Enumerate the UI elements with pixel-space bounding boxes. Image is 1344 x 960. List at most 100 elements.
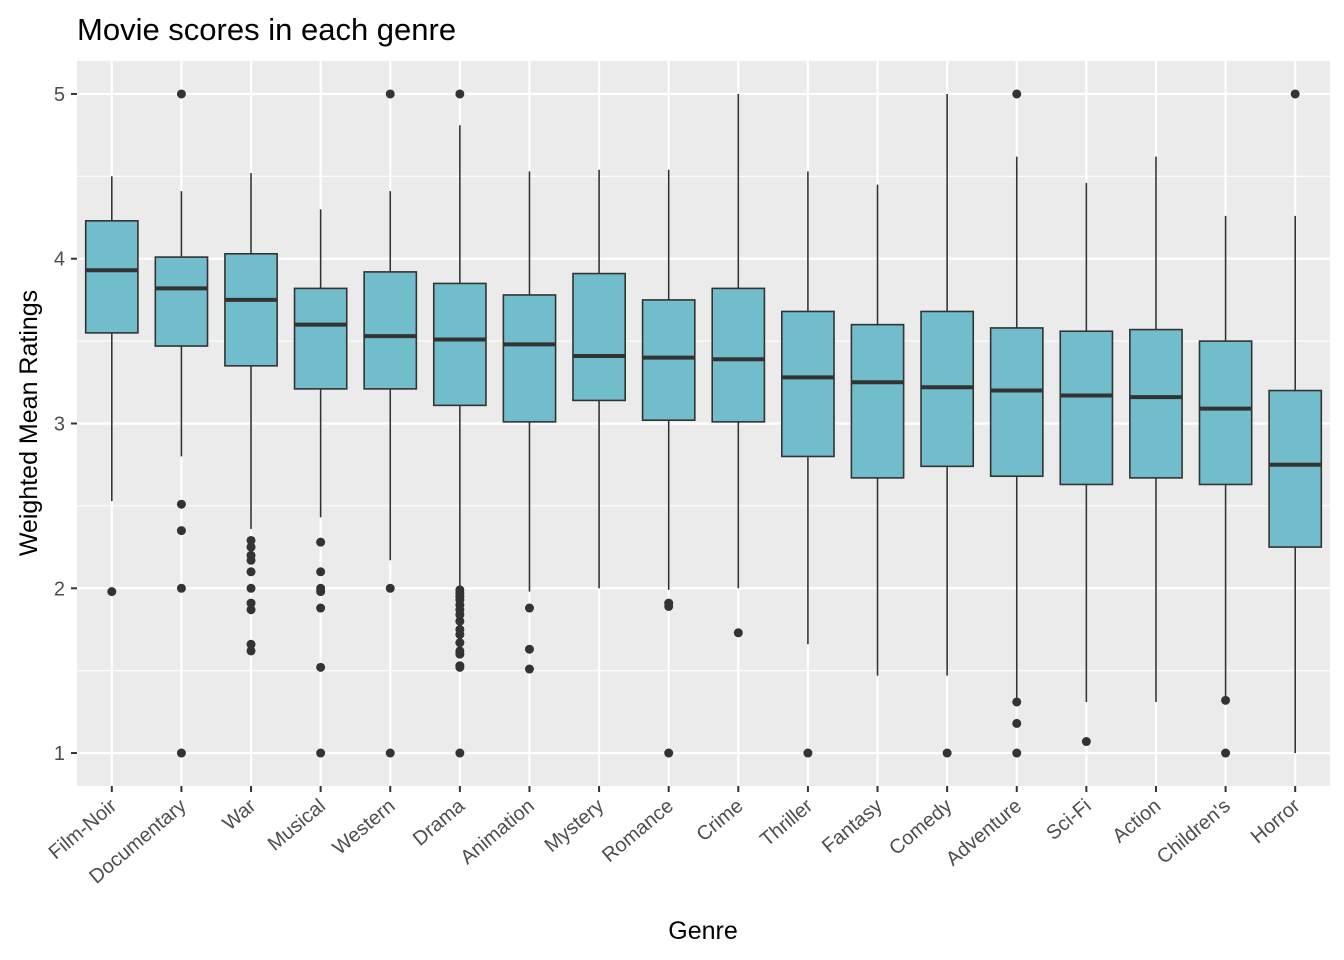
box-comedy	[920, 93, 975, 758]
outlier-point	[524, 603, 534, 613]
outlier-point	[385, 748, 395, 758]
x-tick-label: War	[219, 795, 261, 835]
y-axis: 1 2 3 4 5	[54, 84, 77, 765]
outlier-point	[246, 639, 256, 649]
box-romance	[641, 169, 696, 758]
outlier-point	[942, 748, 952, 758]
box-iqr	[154, 256, 209, 347]
outlier-point	[455, 638, 465, 648]
x-tick-label: Drama	[409, 794, 470, 850]
outlier-point	[176, 526, 186, 536]
x-tick-label: Thriller	[756, 795, 817, 851]
box-crime	[711, 93, 766, 638]
box-iqr	[850, 323, 905, 479]
outlier-point	[176, 499, 186, 509]
y-axis-title: Weighted Mean Ratings	[15, 290, 43, 556]
box-mystery	[572, 169, 626, 589]
box-iqr	[781, 310, 835, 458]
x-tick-label: Western	[329, 795, 400, 859]
box-iqr	[84, 220, 139, 334]
box-iqr	[989, 327, 1044, 478]
outlier-point	[455, 616, 465, 626]
outlier-point	[246, 583, 256, 593]
box-fantasy	[850, 184, 905, 676]
outlier-point	[455, 662, 465, 672]
box-animation	[502, 171, 557, 674]
box-western	[363, 89, 418, 758]
outlier-point	[246, 605, 256, 615]
y-tick-label: 1	[54, 743, 65, 765]
outlier-point	[664, 748, 674, 758]
outlier-point	[176, 583, 186, 593]
box-musical	[293, 209, 348, 758]
outlier-point	[176, 89, 186, 99]
box-iqr	[363, 271, 418, 390]
box-iqr	[711, 287, 766, 423]
outlier-point	[246, 567, 256, 577]
outlier-point	[455, 610, 465, 620]
chart-title: Movie scores in each genre	[77, 12, 456, 47]
outlier-point	[1221, 748, 1231, 758]
outlier-point	[246, 646, 256, 656]
y-tick-label: 4	[54, 249, 65, 271]
outlier-point	[1081, 737, 1091, 747]
outlier-point	[1290, 89, 1300, 99]
box-iqr	[1268, 389, 1323, 548]
box-iqr	[432, 282, 487, 407]
outlier-point	[1012, 89, 1022, 99]
outlier-point	[246, 598, 256, 608]
y-tick-label: 2	[54, 578, 65, 600]
outlier-point	[1012, 718, 1022, 728]
box-action	[1129, 156, 1183, 702]
box-adventure	[989, 89, 1044, 758]
y-tick-label: 3	[54, 414, 65, 436]
outlier-point	[524, 664, 534, 674]
x-tick-label: Sci-Fi	[1042, 795, 1095, 845]
box-iqr	[224, 252, 278, 367]
outlier-point	[455, 89, 465, 99]
outlier-point	[176, 748, 186, 758]
box-horror	[1268, 89, 1323, 754]
box-drama	[432, 89, 487, 758]
outlier-point	[246, 555, 256, 565]
outlier-point	[316, 537, 326, 547]
outlier-point	[1012, 697, 1022, 707]
box-iqr	[641, 299, 696, 422]
box-iqr	[1129, 328, 1183, 479]
outlier-point	[1221, 695, 1231, 705]
outlier-point	[803, 748, 813, 758]
x-tick-label: Action	[1108, 795, 1165, 848]
outlier-point	[246, 542, 256, 552]
box-iqr	[293, 287, 348, 390]
box-iqr	[502, 294, 557, 423]
outlier-point	[524, 644, 534, 654]
outlier-point	[316, 748, 326, 758]
outlier-point	[385, 89, 395, 99]
x-tick-label: Adventure	[942, 795, 1026, 870]
outlier-point	[107, 587, 117, 597]
box-thriller	[781, 171, 835, 758]
x-tick-label: Mystery	[541, 795, 609, 857]
x-tick-label: Children's	[1153, 795, 1235, 869]
outlier-point	[246, 535, 256, 545]
x-tick-label: Crime	[693, 795, 748, 846]
x-tick-label: Horror	[1247, 795, 1305, 848]
box-iqr	[1198, 340, 1253, 486]
x-tick-label: Musical	[264, 795, 330, 855]
x-tick-label: Romance	[598, 795, 678, 867]
outlier-point	[1012, 748, 1022, 758]
outlier-point	[664, 601, 674, 611]
outlier-point	[316, 603, 326, 613]
outlier-point	[316, 587, 326, 597]
box-children-s	[1198, 215, 1253, 758]
outlier-point	[385, 583, 395, 593]
outlier-point	[455, 629, 465, 639]
box-film-noir	[84, 176, 139, 597]
box-iqr	[572, 272, 626, 402]
x-tick-label: Fantasy	[818, 795, 887, 858]
y-tick-label: 5	[54, 84, 65, 106]
outlier-point	[316, 567, 326, 577]
outlier-point	[316, 662, 326, 672]
